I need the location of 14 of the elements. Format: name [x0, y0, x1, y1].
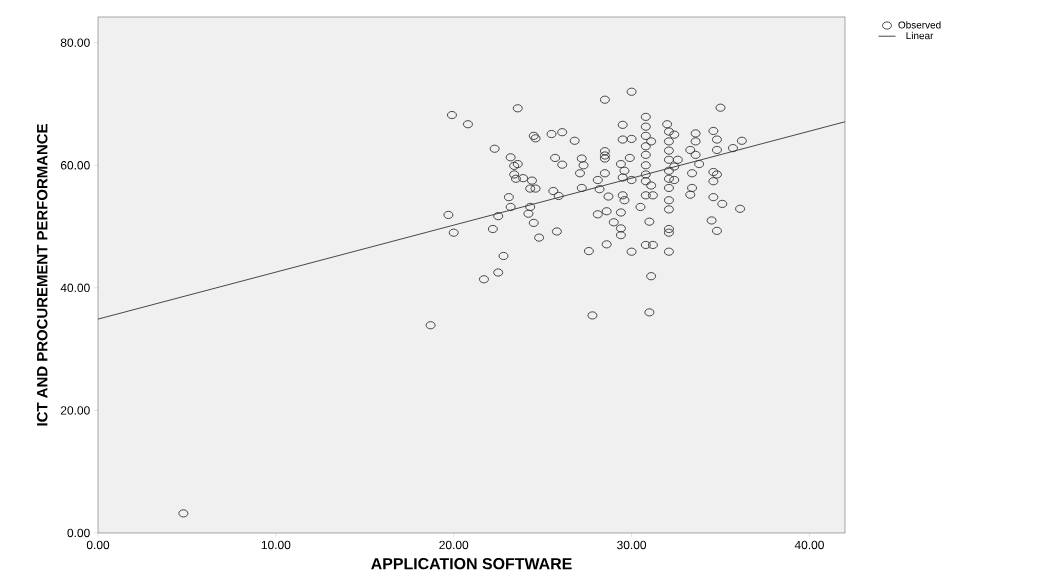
legend-label: Linear: [906, 31, 934, 40]
x-tick-label: 20.00: [439, 540, 469, 550]
y-tick-label: 60.00: [60, 161, 90, 170]
x-tick-label: 30.00: [617, 540, 647, 550]
y-tick-label: 80.00: [60, 38, 90, 47]
y-tick-label: 40.00: [60, 283, 90, 293]
x-tick-label: 40.00: [794, 540, 824, 550]
y-tick-label: 20.00: [60, 406, 90, 415]
y-tick-label: 0.00: [67, 528, 90, 538]
y-axis-title: ICT AND PROCUREMENT PERFORMANCE: [36, 124, 48, 426]
legend-label: Observed: [898, 21, 941, 29]
x-tick-label: 10.00: [261, 540, 291, 550]
x-axis-title: APPLICATION SOFTWARE: [371, 558, 572, 570]
x-tick-label: 0.00: [86, 540, 110, 550]
